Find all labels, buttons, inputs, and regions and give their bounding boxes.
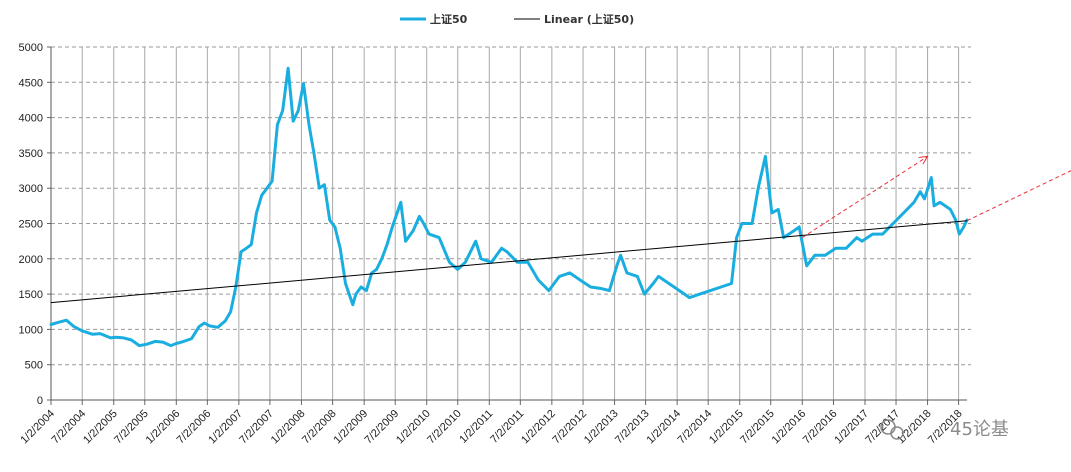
x-tick-label-13: 7/2/2010: [425, 408, 464, 447]
legend-label-1: Linear (上证50): [544, 12, 634, 26]
y-tick-label-1: 500: [25, 360, 43, 372]
annotation-arrowhead-0: [918, 155, 929, 165]
y-tick-label-0: 0: [37, 395, 43, 407]
wechat-icon: [880, 419, 904, 440]
legend: 上证50 Linear (上证50): [400, 12, 634, 26]
x-axis: 1/2/20047/2/20041/2/20057/2/20051/2/2006…: [18, 399, 967, 447]
legend-label-0: 上证50: [430, 12, 468, 26]
annotation-arrow-1: [966, 170, 1071, 222]
y-tick-label-4: 2000: [19, 254, 43, 266]
series-line-sz50: [49, 66, 969, 348]
series-layer: [49, 66, 969, 348]
watermark: 45论基: [880, 419, 1009, 440]
y-tick-label-10: 5000: [19, 42, 43, 54]
grid: [50, 46, 971, 400]
y-tick-label-5: 2500: [19, 219, 43, 231]
annotation-arrow-0: [802, 156, 928, 239]
annotations: [802, 155, 1071, 239]
watermark-text: 45论基: [950, 419, 1009, 440]
y-tick-label-9: 4500: [19, 77, 43, 89]
y-tick-label-2: 1000: [19, 324, 43, 336]
y-tick-label-7: 3500: [19, 148, 43, 160]
y-tick-label-3: 1500: [19, 289, 43, 301]
y-tick-label-8: 4000: [19, 113, 43, 125]
series-line-linear-trend: [50, 220, 968, 304]
y-axis: 0 500 1000 1500 2000 2500 3000 3500 4000 4500 5000: [19, 42, 52, 407]
y-tick-label-6: 3000: [19, 183, 43, 195]
